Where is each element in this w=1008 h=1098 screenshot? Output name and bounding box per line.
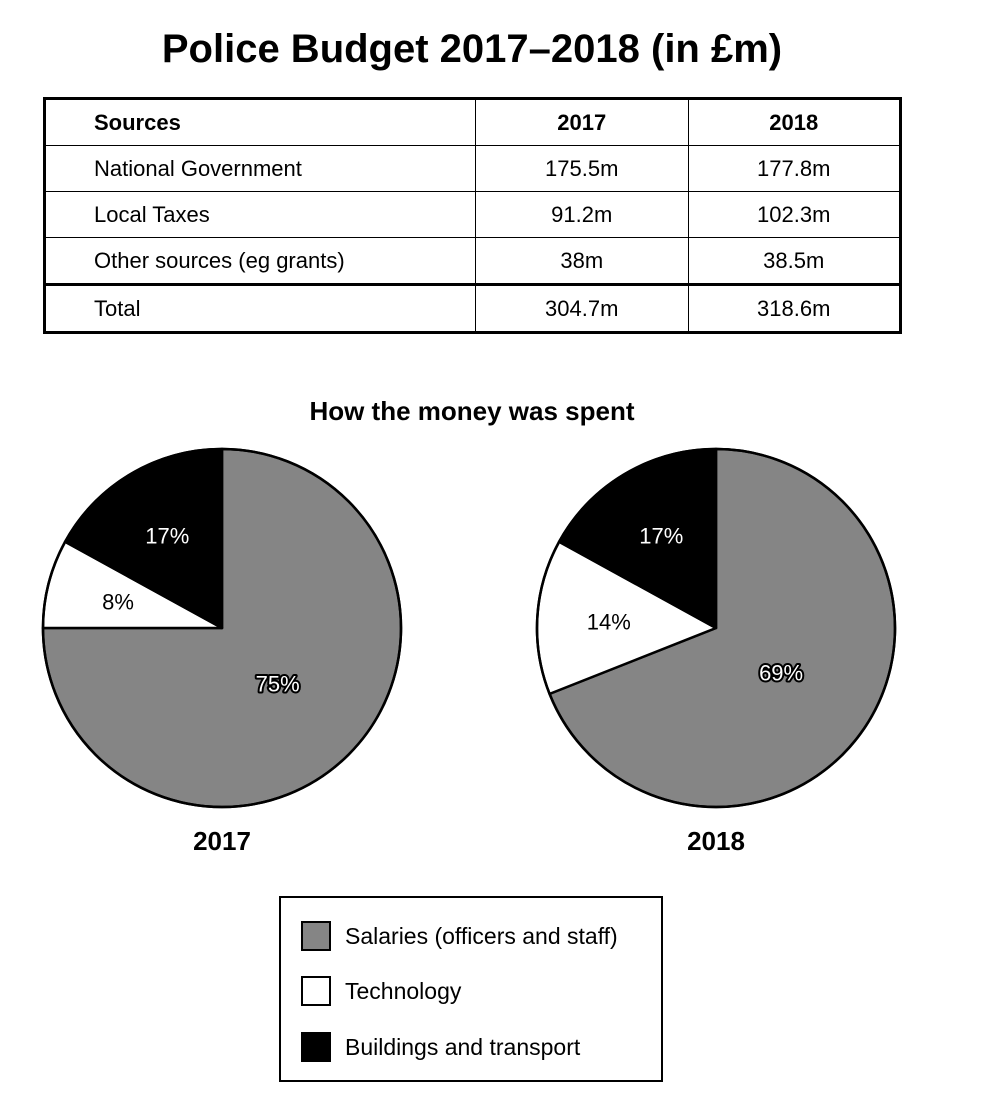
table-row: Other sources (eg grants) 38m 38.5m <box>44 237 901 285</box>
pie-outline <box>535 447 897 809</box>
table-cell-source: Other sources (eg grants) <box>44 237 476 285</box>
table-row: National Government 175.5m 177.8m <box>44 145 901 192</box>
page-title: Police Budget 2017–2018 (in £m) <box>161 27 783 71</box>
table-cell-total-2018: 318.6m <box>687 283 901 333</box>
table-header-2018: 2018 <box>687 98 901 146</box>
legend-label-buildings: Buildings and transport <box>345 1033 581 1060</box>
budget-sources-table: Sources 2017 2018 National Government 17… <box>43 97 902 334</box>
legend-label-technology: Technology <box>345 977 462 1004</box>
pie-chart-2018: 69% 14% 17% 2018 <box>535 447 897 856</box>
table-row: Local Taxes 91.2m 102.3m <box>44 191 901 238</box>
table-cell-2017: 91.2m <box>475 191 689 238</box>
pie-charts-area: How the money was spent 75% 8% 17% 2017 69% 14… <box>41 396 897 856</box>
pie-outline <box>41 447 403 809</box>
table-cell-2018: 177.8m <box>687 145 901 192</box>
table-cell-total-2017: 304.7m <box>475 283 689 333</box>
pie-slice-label: 17% <box>145 524 189 549</box>
pie-slice-label: 14% <box>587 609 631 634</box>
legend-swatch-buildings <box>301 1032 331 1062</box>
table-header-sources: Sources <box>44 98 476 146</box>
pie-chart-2017: 75% 8% 17% 2017 <box>41 447 403 856</box>
table-header-row: Sources 2017 2018 <box>44 98 901 146</box>
table-cell-total-label: Total <box>44 283 476 333</box>
table-cell-2017: 175.5m <box>475 145 689 192</box>
table-cell-2018: 102.3m <box>687 191 901 238</box>
legend-item-technology: Technology <box>301 975 461 1007</box>
legend-swatch-technology <box>301 976 331 1006</box>
table-total-row: Total 304.7m 318.6m <box>44 283 901 333</box>
pie-section-title: How the money was spent <box>309 396 634 426</box>
pie-year-label: 2017 <box>193 826 251 856</box>
legend-label-salaries: Salaries (officers and staff) <box>345 922 618 949</box>
table-cell-source: National Government <box>44 145 476 192</box>
table-cell-source: Local Taxes <box>44 191 476 238</box>
table-cell-2017: 38m <box>475 237 689 285</box>
table-cell-2018: 38.5m <box>687 237 901 285</box>
chart-legend: Salaries (officers and staff) Technology… <box>279 896 663 1082</box>
legend-swatch-salaries <box>301 921 331 951</box>
legend-item-buildings: Buildings and transport <box>301 1031 580 1063</box>
pie-slice-label: 17% <box>639 524 683 549</box>
pie-slice-label: 8% <box>102 589 134 614</box>
pie-year-label: 2018 <box>687 826 745 856</box>
table-header-2017: 2017 <box>475 98 689 146</box>
pie-slice-label: 69% <box>759 660 803 685</box>
legend-item-salaries: Salaries (officers and staff) <box>301 920 618 952</box>
pie-slice-label: 75% <box>256 672 300 697</box>
